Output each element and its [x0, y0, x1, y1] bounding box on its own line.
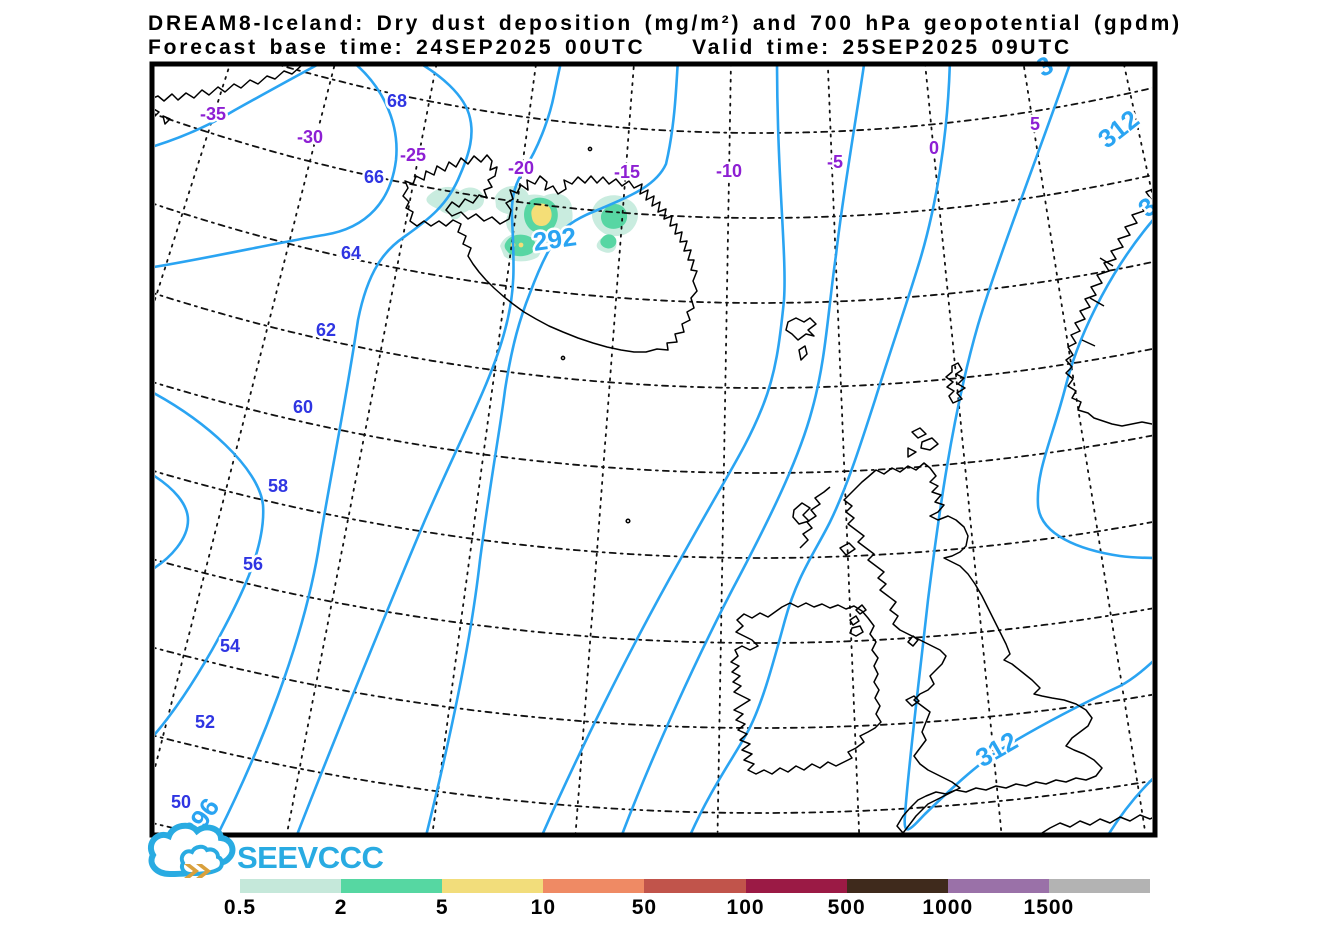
graticule-line — [431, 66, 537, 834]
seevccc-logo-text: SEEVCCC — [237, 840, 384, 875]
graticule-line — [155, 735, 1152, 814]
graticule-line — [155, 203, 1152, 304]
latitude-label: 68 — [387, 91, 407, 111]
graticule-line — [1023, 66, 1147, 834]
forecast-valid-time: Forecast base time: 24SEP2025 00UTC Vali… — [148, 36, 1072, 59]
latitude-label: 54 — [220, 636, 240, 656]
longitude-label: -5 — [827, 152, 843, 172]
coastlines — [155, 66, 1152, 834]
graticule-line — [155, 66, 336, 772]
latitude-label: 58 — [268, 476, 288, 496]
graticule-line — [155, 292, 1152, 389]
contour-value-label: 292 — [531, 221, 578, 257]
map-title: DREAM8-Iceland: Dry dust deposition (mg/… — [148, 12, 1182, 35]
latitude-label: 60 — [293, 397, 313, 417]
graticule-line — [279, 66, 1152, 134]
latitude-label: 50 — [171, 792, 191, 812]
dust-deposition-patches — [426, 185, 639, 262]
longitude-label: -10 — [716, 161, 742, 181]
map-border — [149, 61, 1158, 838]
longitude-label: -20 — [508, 158, 534, 178]
contour-value-label: 3 — [1132, 191, 1162, 223]
graticule-line — [155, 558, 1152, 644]
graticule-line — [285, 66, 438, 834]
graticule-line — [155, 381, 1152, 474]
longitude-label: -25 — [400, 145, 426, 165]
geopotential-contours — [155, 66, 1152, 834]
graticule-line — [155, 647, 1152, 729]
lat-lon-graticule — [155, 66, 1152, 834]
latitude-label: 62 — [316, 320, 336, 340]
latitude-label: 64 — [341, 243, 361, 263]
longitude-label: 0 — [929, 138, 939, 158]
latitude-label: 52 — [195, 712, 215, 732]
graticule-line — [716, 66, 732, 833]
graticule-line — [827, 66, 861, 834]
graticule-line — [155, 113, 1152, 219]
graticule-line — [155, 68, 230, 303]
contour-value-label: 312 — [1092, 104, 1145, 154]
longitude-label: -30 — [297, 127, 323, 147]
latitude-label: 56 — [243, 554, 263, 574]
latitude-label: 66 — [364, 167, 384, 187]
graticule-line — [1123, 66, 1152, 198]
seevccc-cloud-logo-icon — [148, 822, 236, 878]
longitude-label: 5 — [1030, 114, 1040, 134]
graticule-line — [574, 66, 635, 834]
graticule-line — [924, 66, 1003, 834]
longitude-label: -35 — [200, 104, 226, 124]
graticule-line — [155, 470, 1152, 559]
longitude-label: -15 — [614, 162, 640, 182]
